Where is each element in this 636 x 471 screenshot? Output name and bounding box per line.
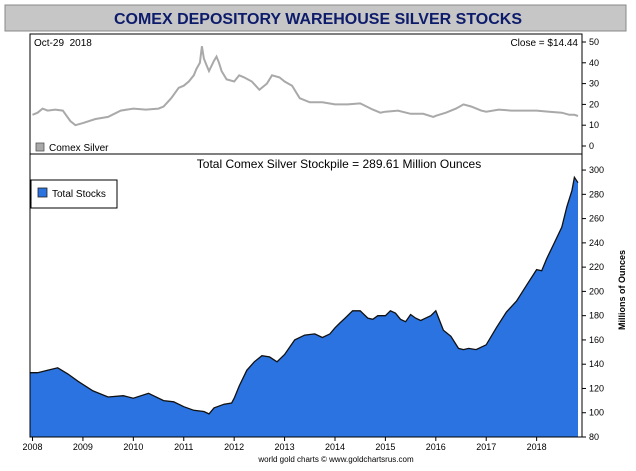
stocks-panel: Total Comex Silver Stockpile = 289.61 Mi… — [23, 153, 627, 452]
x-tick-label: 2009 — [73, 442, 93, 452]
x-tick-label: 2016 — [426, 442, 446, 452]
page-title: COMEX DEPOSITORY WAREHOUSE SILVER STOCKS — [114, 11, 522, 28]
silver-price-line — [32, 46, 579, 127]
stocks-y-tick-label: 100 — [589, 408, 604, 418]
stocks-y-tick-label: 200 — [589, 286, 604, 296]
x-tick-label: 2010 — [123, 442, 143, 452]
stocks-y-tick-label: 260 — [589, 214, 604, 224]
stocks-legend: Total Stocks — [30, 179, 118, 209]
stocks-y-tick-label: 220 — [589, 262, 604, 272]
stocks-y-axis-label: Millions of Ounces — [617, 250, 627, 330]
x-tick-label: 2011 — [174, 442, 193, 452]
stocks-x-axis: 2008 2009 2010 2011 2012 2013 2014 2015 2016 2017… — [23, 437, 547, 452]
stocks-y-tick-label: 80 — [589, 432, 599, 442]
silver-date-label: Oct-29 2018 — [34, 38, 92, 49]
silver-y-tick-label: 20 — [589, 99, 599, 109]
x-tick-label: 2015 — [375, 442, 395, 452]
x-tick-label: 2018 — [527, 442, 547, 452]
stocks-y-tick-label: 120 — [589, 383, 604, 393]
x-tick-label: 2017 — [476, 442, 496, 452]
stocks-area — [30, 177, 578, 438]
stocks-y-tick-label: 280 — [589, 189, 604, 199]
stocks-y-tick-label: 240 — [589, 238, 604, 248]
stocks-y-tick-label: 300 — [589, 165, 604, 175]
silver-y-tick-label: 30 — [589, 79, 599, 89]
title-bar — [4, 4, 627, 32]
silver-panel: Oct-29 2018 Close = $14.44 0 10 20 30 40 50 C… — [29, 33, 599, 155]
footer-credit: world gold charts © www.goldchartsrus.co… — [257, 455, 414, 464]
silver-y-tick-label: 0 — [589, 141, 594, 151]
stocks-legend-label: Total Stocks — [52, 189, 106, 200]
x-tick-label: 2008 — [23, 442, 43, 452]
stocks-y-tick-label: 180 — [589, 311, 604, 321]
stocks-y-axis: 80 100 120 140 160 180 200 220 240 260 280 300 — [582, 165, 604, 442]
stocks-y-tick-label: 160 — [589, 335, 604, 345]
stocks-legend-swatch — [37, 187, 48, 198]
stocks-y-tick-label: 140 — [589, 359, 604, 369]
x-tick-label: 2013 — [275, 442, 295, 452]
stocks-plot-border — [29, 153, 583, 438]
silver-y-tick-label: 10 — [589, 120, 599, 130]
x-tick-label: 2014 — [325, 442, 345, 452]
silver-legend-label: Comex Silver — [49, 143, 109, 154]
silver-plot-frame — [29, 33, 583, 155]
silver-legend-swatch — [35, 142, 45, 152]
silver-y-axis: 0 10 20 30 40 50 — [582, 37, 599, 151]
silver-close-label: Close = $14.44 — [510, 38, 578, 49]
x-tick-label: 2012 — [224, 442, 244, 452]
stocks-title: Total Comex Silver Stockpile = 289.61 Mi… — [197, 157, 481, 171]
silver-y-tick-label: 40 — [589, 58, 599, 68]
stocks-outline — [30, 175, 579, 415]
silver-y-tick-label: 50 — [589, 37, 599, 47]
